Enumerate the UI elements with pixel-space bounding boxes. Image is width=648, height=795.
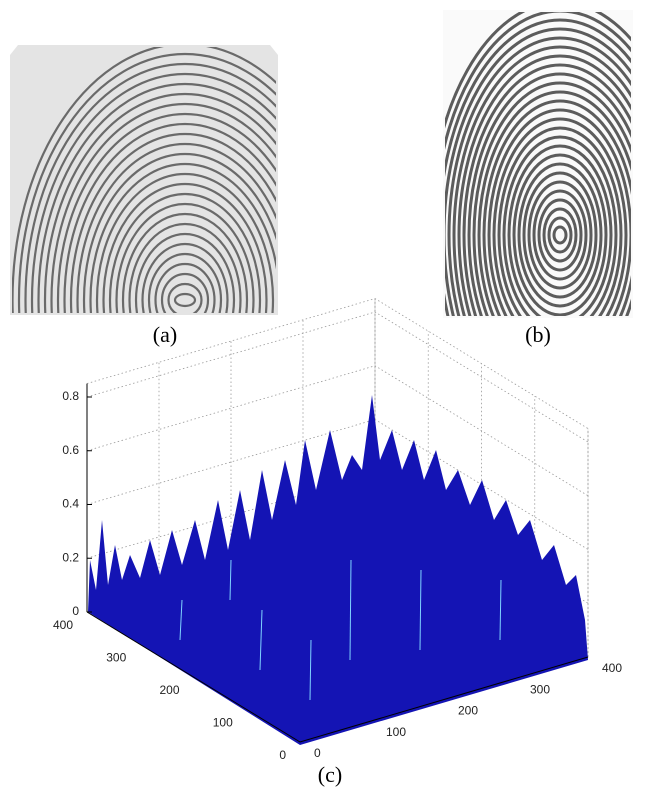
- z-tick-label: 0: [72, 604, 79, 618]
- fingerprint-b: [429, 2, 648, 468]
- x-tick-label: 200: [159, 683, 179, 697]
- x-tick-label: 400: [53, 618, 73, 632]
- x-tick-label: 300: [106, 651, 126, 665]
- y-tick-label: 100: [386, 725, 406, 739]
- x-tick-label: 0: [279, 748, 286, 762]
- x-tick-label: 100: [213, 716, 233, 730]
- z-tick-label: 0.2: [62, 550, 79, 564]
- y-tick-label: 0: [314, 746, 321, 760]
- y-tick-label: 400: [602, 661, 622, 675]
- caption-a: (a): [153, 322, 177, 347]
- z-tick-label: 0.6: [62, 443, 79, 457]
- figure: (a) (b) (c) 00.20.40.60.8010020030040001…: [0, 0, 648, 795]
- z-tick-label: 0.4: [62, 497, 79, 511]
- caption-b: (b): [525, 322, 551, 347]
- y-tick-label: 300: [530, 682, 550, 696]
- caption-c: (c): [318, 762, 342, 787]
- z-tick-label: 0.8: [62, 389, 79, 403]
- y-tick-label: 200: [458, 704, 478, 718]
